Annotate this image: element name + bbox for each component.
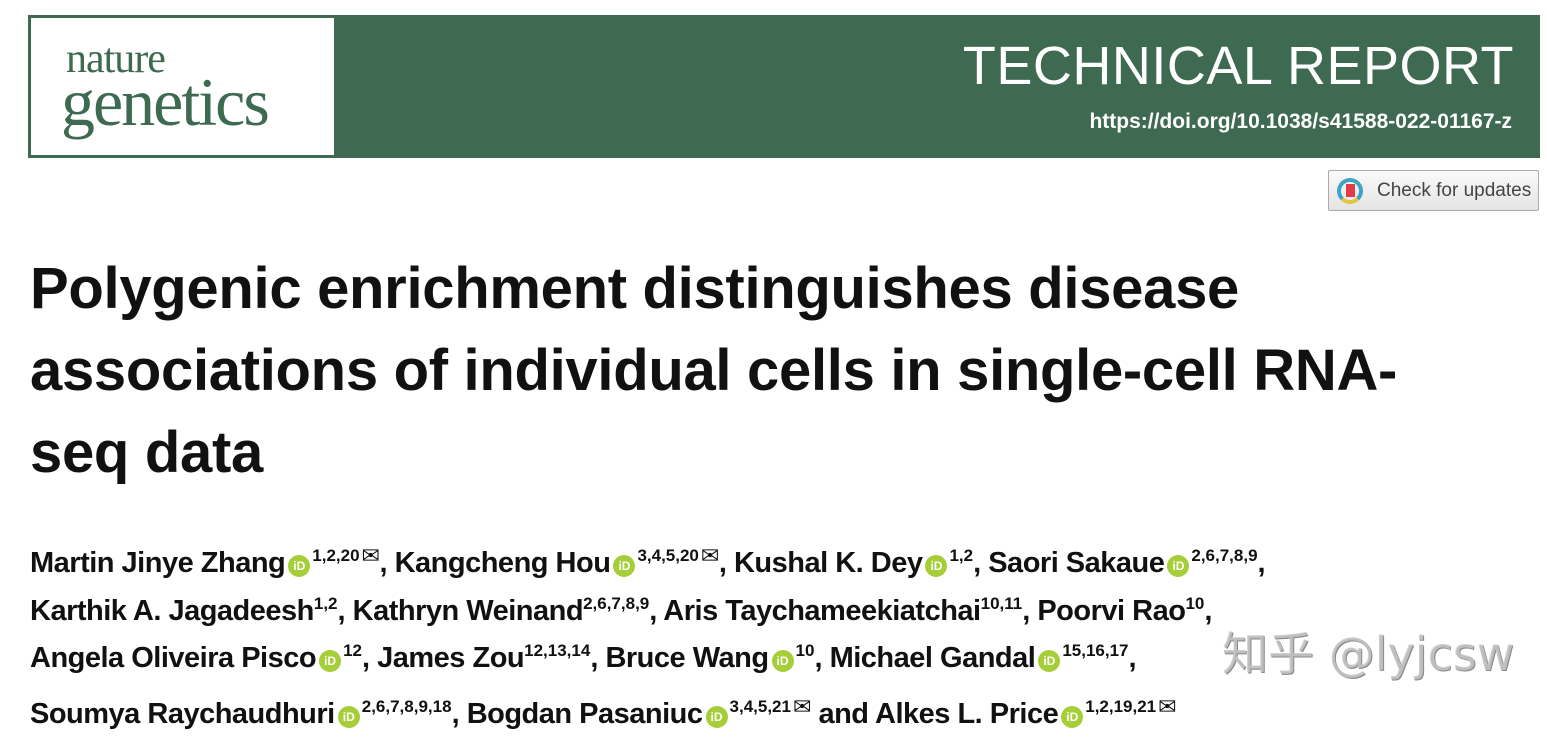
affiliation-numbers[interactable]: 1,2,19,21 [1085, 697, 1156, 716]
author-name[interactable]: Martin Jinye Zhang [30, 547, 285, 579]
affiliation-numbers[interactable]: 2,6,7,8,9 [1191, 546, 1257, 565]
separator: , [1129, 642, 1137, 674]
article-title: Polygenic enrichment distinguishes disea… [30, 248, 1430, 494]
separator: , [1022, 595, 1037, 627]
check-for-updates-button[interactable]: Check for updates [1328, 170, 1539, 211]
email-icon[interactable]: ✉ [793, 694, 811, 719]
email-icon[interactable]: ✉ [362, 543, 380, 568]
affiliation-numbers[interactable]: 1,2 [314, 594, 338, 613]
separator: , [719, 547, 734, 579]
author: Poorvi Rao10, [1037, 595, 1212, 627]
doi-link[interactable]: https://doi.org/10.1038/s41588-022-01167… [1089, 110, 1512, 134]
orcid-icon[interactable]: iD [772, 650, 794, 672]
author-name[interactable]: Kangcheng Hou [395, 547, 611, 579]
affiliation-numbers[interactable]: 1,2 [949, 546, 973, 565]
author-name[interactable]: Aris Taychameekiatchai [663, 595, 980, 627]
author: Karthik A. Jagadeesh1,2, [30, 595, 353, 627]
author-line: Karthik A. Jagadeesh1,2, Kathryn Weinand… [30, 588, 1265, 636]
author-name[interactable]: Alkes L. Price [875, 698, 1058, 730]
affiliation-numbers[interactable]: 10 [796, 641, 815, 660]
watermark: 知乎 @lyjcsw [1222, 618, 1514, 684]
affiliation-numbers[interactable]: 10,11 [981, 594, 1023, 613]
email-icon[interactable]: ✉ [1158, 694, 1176, 719]
affiliation-numbers[interactable]: 3,4,5,21 [730, 697, 791, 716]
separator: , [814, 642, 829, 674]
author-name[interactable]: Kushal K. Dey [734, 547, 923, 579]
orcid-icon[interactable]: iD [1038, 650, 1060, 672]
author: James Zou12,13,14, [377, 642, 605, 674]
orcid-icon[interactable]: iD [288, 555, 310, 577]
orcid-icon[interactable]: iD [319, 650, 341, 672]
separator: , [1258, 547, 1266, 579]
nature-genetics-logo[interactable]: nature genetics [31, 18, 334, 155]
separator: , [649, 595, 663, 627]
separator: , [1204, 595, 1212, 627]
author: Aris Taychameekiatchai10,11, [663, 595, 1037, 627]
author-name[interactable]: Saori Sakaue [988, 547, 1164, 579]
article-type: TECHNICAL REPORT [963, 39, 1514, 93]
affiliation-numbers[interactable]: 12 [343, 641, 362, 660]
affiliation-numbers[interactable]: 3,4,5,20 [637, 546, 698, 565]
affiliation-numbers[interactable]: 1,2,20 [312, 546, 359, 565]
author-name[interactable]: Soumya Raychaudhuri [30, 698, 335, 730]
author-name[interactable]: Kathryn Weinand [353, 595, 583, 627]
journal-banner: nature genetics TECHNICAL REPORT https:/… [28, 15, 1540, 158]
affiliation-numbers[interactable]: 12,13,14 [524, 641, 590, 660]
author-name[interactable]: Bruce Wang [605, 642, 768, 674]
affiliation-numbers[interactable]: 10 [1185, 594, 1204, 613]
author-name[interactable]: Poorvi Rao [1037, 595, 1185, 627]
crossmark-icon [1337, 178, 1363, 204]
author-name[interactable]: James Zou [377, 642, 524, 674]
orcid-icon[interactable]: iD [1167, 555, 1189, 577]
separator: , [452, 698, 467, 730]
affiliation-numbers[interactable]: 15,16,17 [1062, 641, 1128, 660]
affiliation-numbers[interactable]: 2,6,7,8,9,18 [362, 697, 452, 716]
author-name[interactable]: Angela Oliveira Pisco [30, 642, 316, 674]
separator: , [590, 642, 605, 674]
author-name[interactable]: Michael Gandal [830, 642, 1036, 674]
author-name[interactable]: Bogdan Pasaniuc [467, 698, 703, 730]
check-for-updates-label: Check for updates [1377, 180, 1531, 202]
logo-line2: genetics [61, 68, 268, 136]
orcid-icon[interactable]: iD [613, 555, 635, 577]
author-name[interactable]: Karthik A. Jagadeesh [30, 595, 314, 627]
orcid-icon[interactable]: iD [925, 555, 947, 577]
separator: , [362, 642, 377, 674]
separator: and [811, 698, 875, 730]
author: Kathryn Weinand2,6,7,8,9, [353, 595, 664, 627]
affiliation-numbers[interactable]: 2,6,7,8,9 [583, 594, 649, 613]
email-icon[interactable]: ✉ [701, 543, 719, 568]
separator: , [338, 595, 353, 627]
separator: , [973, 547, 988, 579]
separator: , [379, 547, 394, 579]
